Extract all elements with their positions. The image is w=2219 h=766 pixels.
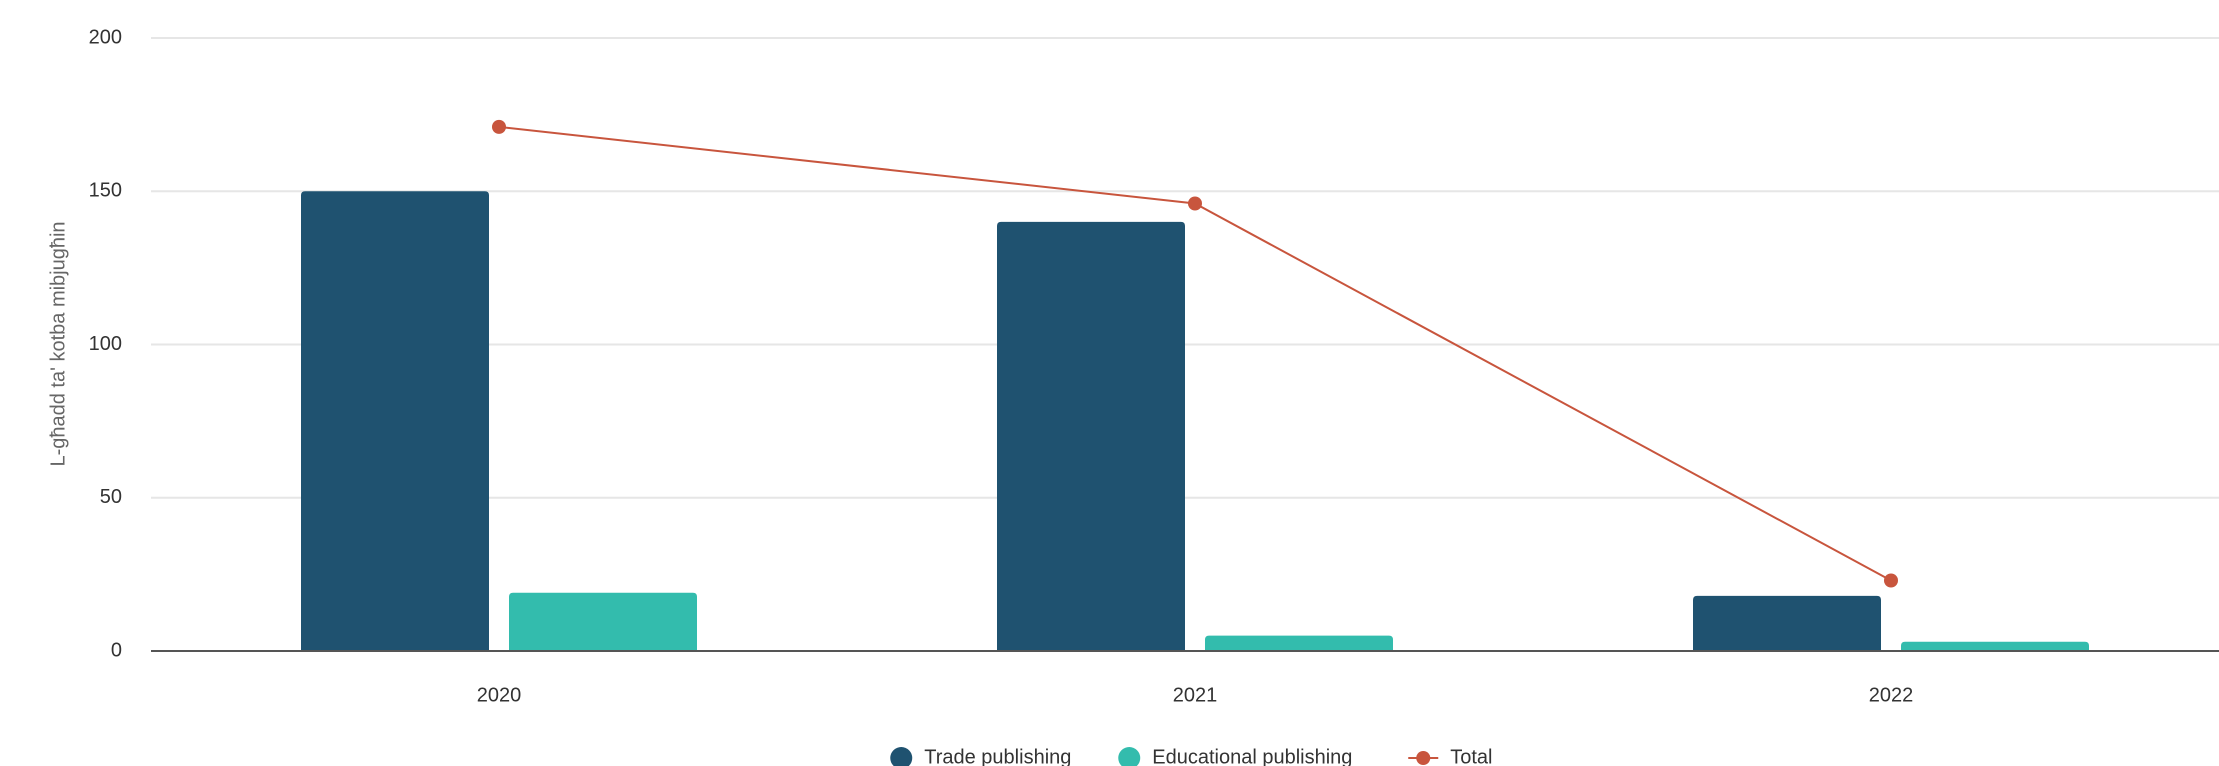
- x-tick-label: 2021: [1173, 684, 1218, 706]
- legend-item: Total: [1408, 746, 1493, 766]
- line: [498, 125, 1892, 582]
- x-tick-label: 2022: [1869, 684, 1914, 706]
- bar: [301, 191, 489, 651]
- legend-item: Trade publishing: [890, 746, 1071, 766]
- bar: [1901, 641, 2089, 651]
- line-point: [1884, 573, 1898, 588]
- legend-symbol: [1118, 747, 1141, 766]
- bar: [997, 221, 1185, 651]
- y-tick-label: 100: [89, 333, 122, 355]
- y-tick-label: 200: [89, 26, 122, 48]
- legend-item: Educational publishing: [1118, 746, 1352, 766]
- y-tick-label: 50: [100, 486, 122, 508]
- legend-label: Total: [1450, 746, 1492, 766]
- y-tick-label: 150: [89, 180, 122, 202]
- line-point: [1188, 196, 1202, 211]
- bar: [509, 592, 697, 651]
- legend-label: Educational publishing: [1152, 746, 1352, 766]
- y-tick-label: 0: [111, 639, 122, 661]
- legend-symbol: [1416, 751, 1431, 765]
- bar: [1693, 595, 1881, 651]
- legend-symbol: [890, 747, 913, 766]
- bar: [1205, 635, 1393, 651]
- line-point: [492, 119, 506, 134]
- y-axis-title: L-għadd ta' kotba mibjugħin: [47, 221, 69, 466]
- legend-label: Trade publishing: [924, 746, 1071, 766]
- x-tick-label: 2020: [477, 684, 522, 706]
